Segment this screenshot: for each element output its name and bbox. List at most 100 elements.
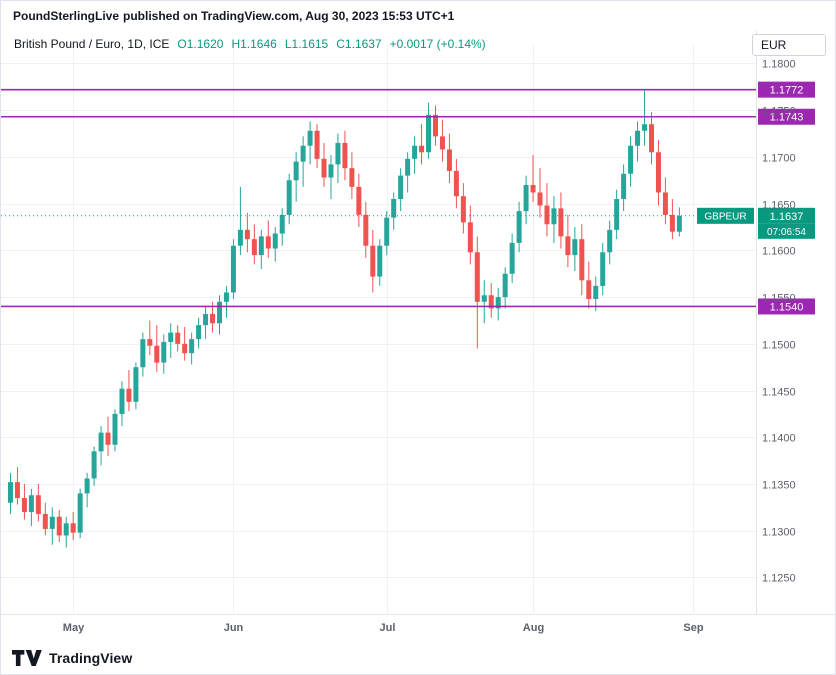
y-axis-label: 1.1250 <box>762 573 796 585</box>
y-axis-label: 1.1650 <box>762 200 796 212</box>
footer: TradingView <box>1 641 835 674</box>
candle-body <box>119 388 125 414</box>
x-axis-label: Aug <box>523 622 544 634</box>
candle-body <box>453 170 459 197</box>
candle-body <box>98 432 104 452</box>
candle-body <box>488 295 494 309</box>
candle-body <box>91 451 97 479</box>
price-axis[interactable]: 1.1250 1.1300 1.1350 1.1400 1.1450 1.1500 1.15… <box>762 59 796 585</box>
candle-body <box>516 211 522 243</box>
chart-legend: British Pound / Euro, 1D, ICE O1.1620 H1… <box>14 37 486 51</box>
candle-body <box>272 233 278 249</box>
tradingview-link[interactable]: TradingView <box>49 649 133 666</box>
svg-text:1.1743: 1.1743 <box>770 112 804 124</box>
candle-body <box>558 208 564 237</box>
candle-body <box>307 130 313 146</box>
candle-body <box>140 339 146 368</box>
candle-body <box>161 341 167 363</box>
candle-body <box>14 482 20 499</box>
candle-body <box>217 301 223 324</box>
level-price-label <box>758 108 815 125</box>
tradingview-logo-icon[interactable] <box>12 649 42 666</box>
svg-text:1.1772: 1.1772 <box>770 85 804 97</box>
level-price-label <box>758 298 815 315</box>
symbol-title[interactable]: British Pound / Euro, 1D, ICE <box>14 37 170 51</box>
candle-body <box>286 180 292 215</box>
candle-body <box>63 523 69 536</box>
x-axis-label: May <box>63 622 85 634</box>
candle-body <box>363 214 369 246</box>
x-axis-label: Sep <box>683 622 703 634</box>
candle-body <box>412 145 418 159</box>
candle-body <box>467 222 473 253</box>
candle-body <box>572 239 578 256</box>
candle-body <box>84 478 90 494</box>
attribution-header: PoundSterlingLive published on TradingVi… <box>1 1 835 31</box>
candle-body <box>648 124 654 153</box>
candle-body <box>342 142 348 169</box>
x-axis-label: Jul <box>380 622 396 634</box>
candle-body <box>586 280 592 299</box>
candle-body <box>244 229 250 240</box>
candle-body <box>168 332 174 342</box>
candle-body <box>509 242 515 274</box>
change-value: +0.0017 (+0.14%) <box>389 37 486 51</box>
ohlc-open: O1.1620 <box>177 37 224 51</box>
x-axis-label: Jun <box>224 622 244 634</box>
candle-body <box>56 516 62 536</box>
candle-body <box>230 245 236 293</box>
svg-text:GBPEUR: GBPEUR <box>704 211 746 222</box>
candle-body <box>635 130 641 146</box>
candle-body <box>133 367 139 402</box>
candle-body <box>607 229 613 253</box>
candle-body <box>537 192 543 206</box>
candle-body <box>600 252 606 286</box>
y-axis-label: 1.1300 <box>762 527 796 539</box>
candle-body <box>147 339 153 346</box>
candle-body <box>28 495 34 513</box>
level-price-label <box>758 81 815 98</box>
candle-body <box>593 285 599 299</box>
y-axis-label: 1.1500 <box>762 340 796 352</box>
time-axis[interactable]: May Jun Jul Aug Sep <box>63 622 704 634</box>
symbol-chip <box>697 207 754 224</box>
drawing-lines[interactable]: 1.1772 1.1743 1.1540 GBPEUR 1.1637 07:06:54 <box>1 81 815 315</box>
candle-body <box>614 198 620 230</box>
candle-body <box>565 236 571 256</box>
y-axis-label: 1.1700 <box>762 153 796 165</box>
candle-body <box>481 295 487 302</box>
axis-borders <box>1 31 835 642</box>
candle-body <box>210 313 216 324</box>
candle-body <box>432 114 438 137</box>
countdown-label <box>758 223 815 239</box>
candle-body <box>293 161 299 181</box>
candle-body <box>189 339 195 354</box>
candle-body <box>300 145 306 162</box>
candle-body <box>621 173 627 199</box>
y-axis-label: 1.1450 <box>762 387 796 399</box>
candle-body <box>251 239 257 256</box>
candle-body <box>502 273 508 298</box>
currency-selector-button[interactable]: EUR <box>752 34 826 56</box>
candle-body <box>175 332 181 344</box>
candle-body <box>419 145 425 153</box>
candle-body <box>223 292 229 302</box>
candle-body <box>49 516 55 529</box>
candle-body <box>349 168 355 187</box>
candle-body <box>384 217 390 246</box>
candle-body <box>77 493 83 533</box>
candle-body <box>523 184 529 212</box>
candle-body <box>35 495 41 514</box>
candle-body <box>446 149 452 171</box>
candle-body <box>628 145 634 174</box>
current-price-label <box>758 207 815 224</box>
candle-body <box>258 236 264 256</box>
svg-text:1.1540: 1.1540 <box>770 301 804 313</box>
candle-body <box>105 432 111 445</box>
candle-body <box>460 196 466 223</box>
candle-body <box>495 297 501 309</box>
ohlc-close: C1.1637 <box>336 37 382 51</box>
candle-body <box>154 345 160 363</box>
